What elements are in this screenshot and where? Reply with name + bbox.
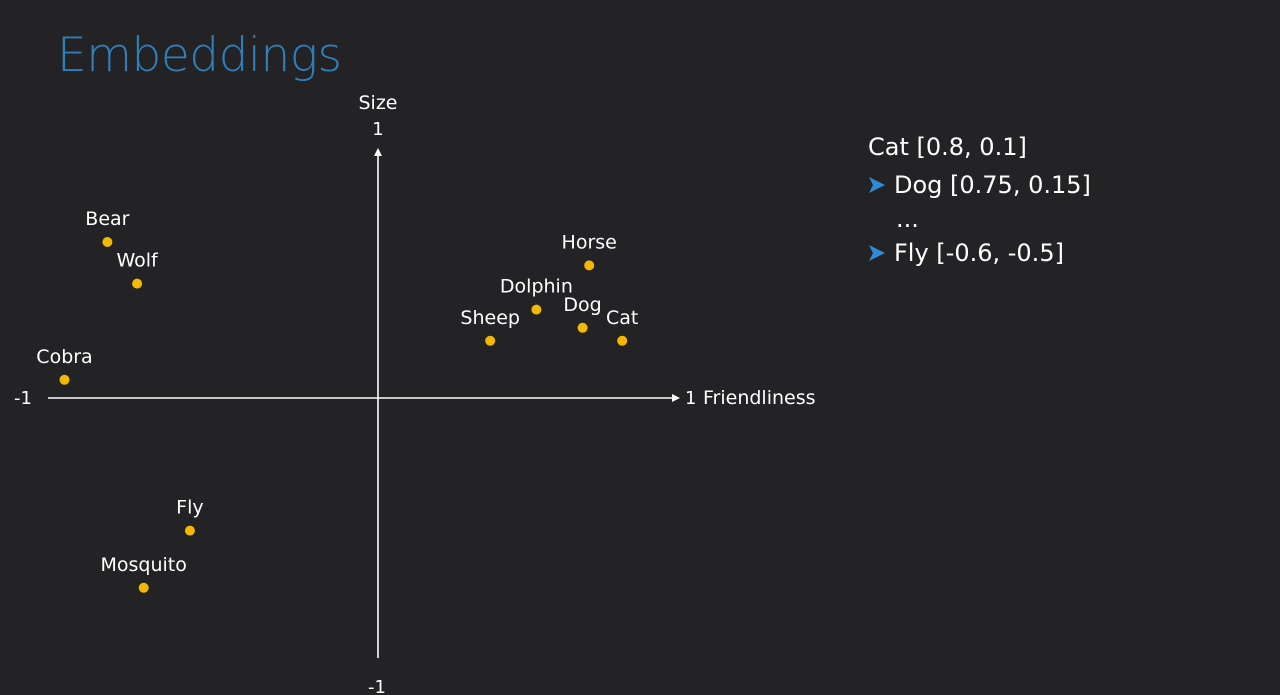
data-labels: Bear Wolf Cobra Fly Mosquito Horse Dolphin Shee… bbox=[36, 208, 638, 576]
data-point-mosquito bbox=[138, 582, 149, 593]
arrow-bullet-icon bbox=[869, 177, 885, 193]
data-point-sheep bbox=[485, 335, 496, 346]
embedding-vector-list: Cat [0.8, 0.1] Dog [0.75, 0.15] ... Fly … bbox=[868, 128, 1091, 272]
x-axis-label: Friendliness bbox=[703, 387, 816, 409]
data-label-dog: Dog bbox=[563, 294, 601, 316]
y-min-tick-label: -1 bbox=[368, 677, 386, 695]
data-label-cat: Cat bbox=[606, 307, 638, 329]
vector-text-fly: Fly [-0.6, -0.5] bbox=[894, 239, 1064, 267]
axes: -1 1 Friendliness Size 1 -1 bbox=[14, 92, 816, 695]
vector-text-dog: Dog [0.75, 0.15] bbox=[894, 171, 1091, 199]
data-point-dolphin bbox=[531, 304, 542, 315]
data-label-mosquito: Mosquito bbox=[101, 554, 187, 576]
data-point-dog bbox=[577, 322, 588, 333]
data-label-horse: Horse bbox=[562, 231, 617, 253]
data-point-horse bbox=[584, 260, 595, 271]
data-label-wolf: Wolf bbox=[116, 250, 159, 272]
data-point-fly bbox=[184, 525, 195, 536]
vector-line-cat: Cat [0.8, 0.1] bbox=[868, 133, 1027, 161]
slide-title: Embeddings bbox=[57, 28, 342, 83]
data-label-sheep: Sheep bbox=[460, 307, 520, 329]
data-point-bear bbox=[102, 237, 113, 247]
data-point-cat bbox=[617, 335, 628, 346]
vector-line-fly: Fly [-0.6, -0.5] bbox=[868, 234, 1091, 272]
x-max-tick-label: 1 bbox=[685, 388, 696, 409]
data-point-wolf bbox=[132, 278, 143, 289]
vector-line-dog: Dog [0.75, 0.15] bbox=[868, 166, 1091, 204]
data-points bbox=[59, 237, 628, 593]
y-max-tick-label: 1 bbox=[372, 119, 383, 140]
y-axis-label: Size bbox=[358, 92, 397, 114]
data-label-cobra: Cobra bbox=[36, 346, 92, 368]
data-label-bear: Bear bbox=[85, 208, 129, 230]
data-point-cobra bbox=[59, 374, 70, 385]
ellipsis: ... bbox=[896, 205, 919, 233]
data-label-dolphin: Dolphin bbox=[500, 276, 573, 298]
data-label-fly: Fly bbox=[176, 497, 203, 519]
arrow-bullet-icon bbox=[869, 245, 885, 261]
x-min-tick-label: -1 bbox=[14, 388, 32, 409]
